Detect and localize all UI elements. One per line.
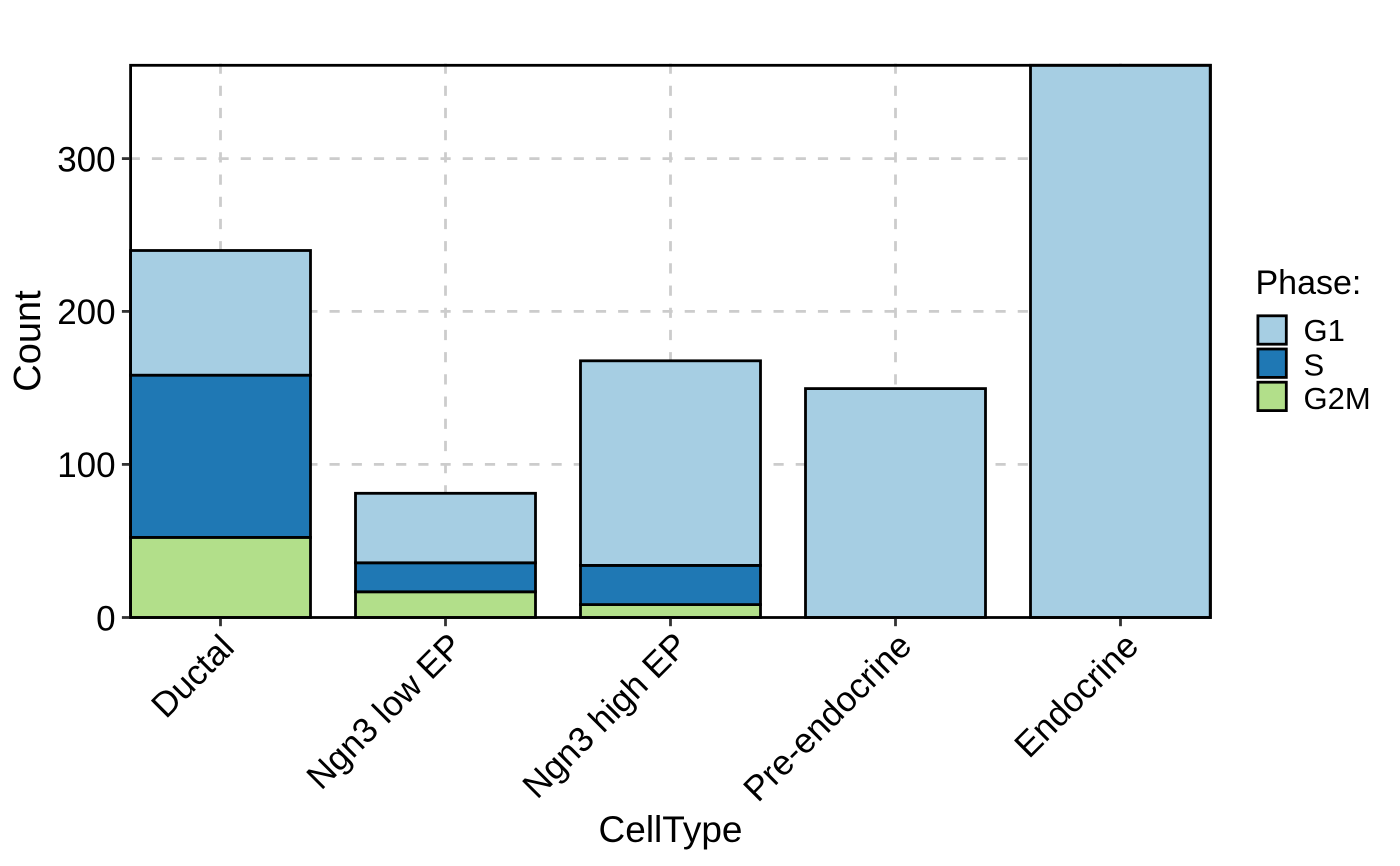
svg-text:300: 300 <box>57 140 115 179</box>
svg-text:200: 200 <box>57 293 115 332</box>
svg-text:S: S <box>1304 347 1325 382</box>
svg-text:CellType: CellType <box>599 809 743 850</box>
svg-text:Phase:: Phase: <box>1256 264 1362 302</box>
svg-text:G2M: G2M <box>1304 381 1371 416</box>
svg-text:G1: G1 <box>1304 313 1345 348</box>
svg-text:0: 0 <box>96 599 115 638</box>
svg-text:100: 100 <box>57 446 115 485</box>
svg-text:Count: Count <box>7 290 49 392</box>
